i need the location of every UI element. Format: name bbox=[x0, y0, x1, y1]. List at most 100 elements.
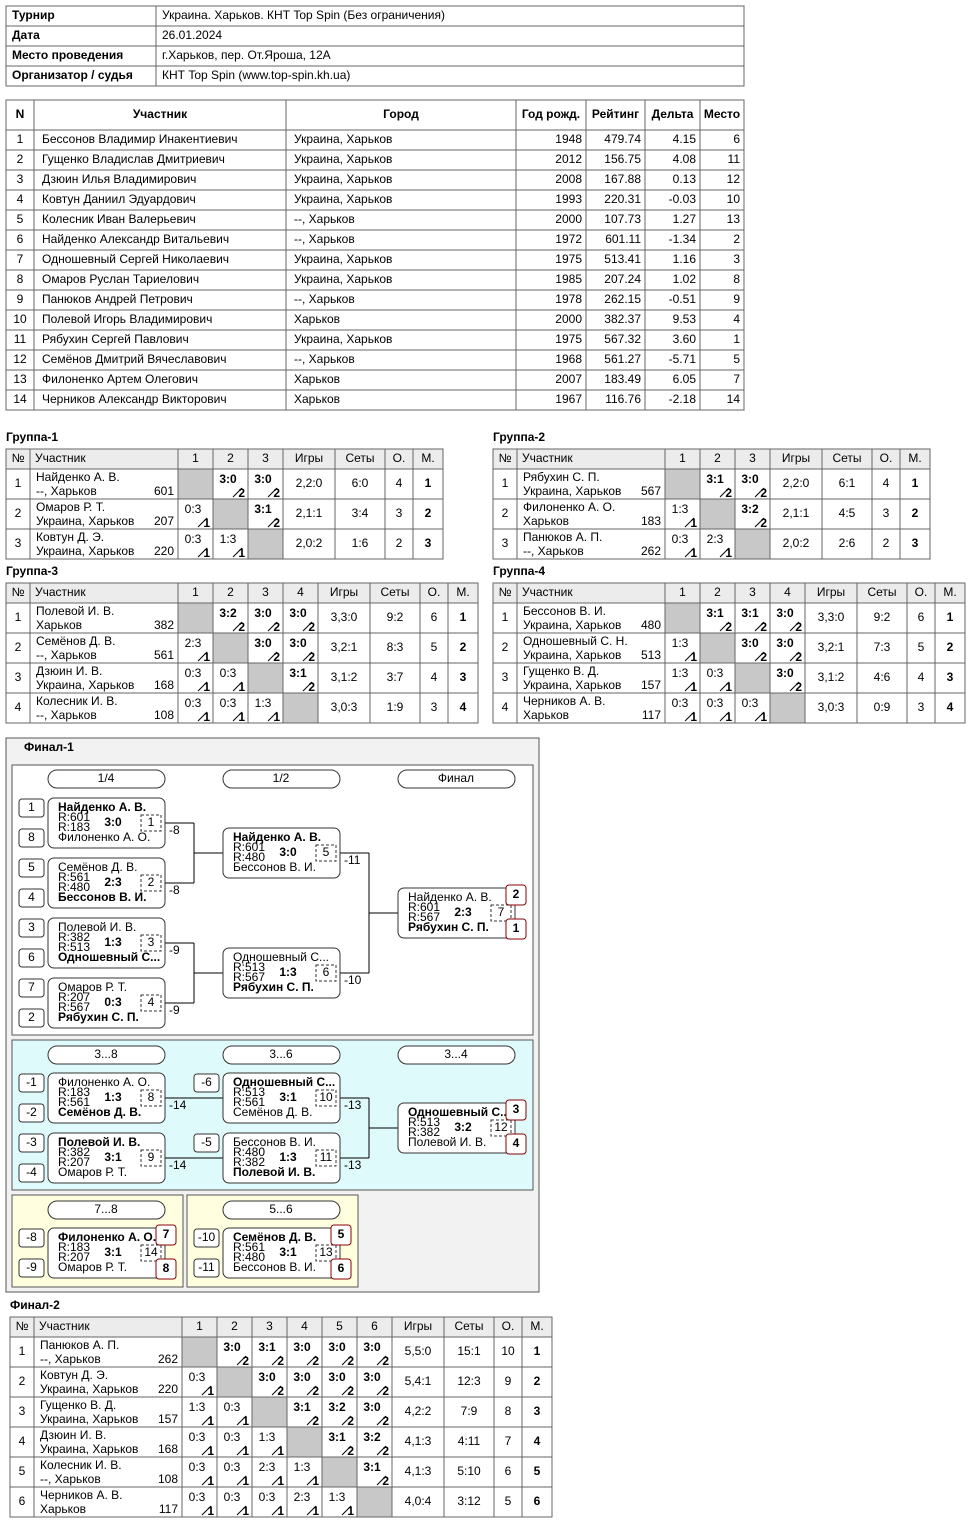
cell bbox=[369, 632, 421, 664]
participant-field: Украина, Харьков bbox=[294, 152, 392, 166]
player-name: Черников А. В. bbox=[40, 1488, 122, 1502]
score: 0:3 bbox=[672, 696, 689, 710]
player-rating: 561 bbox=[154, 648, 174, 662]
row-number: 2 bbox=[502, 506, 509, 520]
player-name: Бессонов В. И. bbox=[523, 604, 606, 618]
cell bbox=[804, 692, 858, 724]
cell bbox=[29, 692, 179, 724]
score-slash bbox=[684, 547, 695, 558]
place-box bbox=[505, 918, 527, 940]
participant-field: 7 bbox=[17, 252, 24, 266]
final-place: 3 bbox=[513, 1102, 520, 1116]
header: 2 bbox=[714, 585, 721, 599]
player-name: Семёнов Д. В. bbox=[58, 860, 137, 874]
round-label-box bbox=[47, 1045, 166, 1065]
participant-field: 1 bbox=[17, 132, 24, 146]
participant-field: 4.08 bbox=[673, 152, 697, 166]
cell bbox=[286, 1486, 323, 1518]
match-box bbox=[222, 1132, 341, 1184]
header: Сеты bbox=[380, 585, 409, 599]
match-points: 1 bbox=[242, 1444, 249, 1458]
points: 4 bbox=[396, 476, 403, 490]
participant-field: 11 bbox=[728, 152, 741, 166]
match-number: 4 bbox=[148, 995, 155, 1009]
sets: 7:3 bbox=[874, 640, 891, 654]
score-slash bbox=[719, 681, 730, 692]
participant-field: Семёнов Дмитрий Вячеславович bbox=[42, 352, 226, 366]
participant-field: 2 bbox=[17, 152, 24, 166]
sets: 1:9 bbox=[387, 700, 404, 714]
player-rating: 480 bbox=[641, 618, 661, 632]
loser-target: -14 bbox=[169, 1098, 187, 1112]
participant-field: 11 bbox=[14, 332, 27, 346]
score-slash bbox=[754, 651, 765, 662]
score-slash bbox=[754, 517, 765, 528]
place: 4 bbox=[534, 1434, 541, 1448]
match-number: 5 bbox=[323, 845, 330, 859]
player-city: --, Харьков bbox=[36, 484, 97, 498]
score-slash bbox=[267, 621, 278, 632]
match-number-box bbox=[140, 874, 162, 892]
cell bbox=[282, 468, 336, 500]
participant-field: 2000 bbox=[555, 312, 582, 326]
header: 1 bbox=[679, 451, 686, 465]
cell bbox=[177, 528, 214, 560]
match-points: 1 bbox=[238, 680, 245, 694]
cell bbox=[247, 662, 284, 694]
match-number-box bbox=[315, 844, 337, 862]
score-slash bbox=[197, 547, 208, 558]
score: 3:0 bbox=[741, 472, 759, 486]
row-number: 1 bbox=[502, 476, 509, 490]
player-name: Омаров Р. Т. bbox=[36, 500, 105, 514]
cell bbox=[334, 498, 386, 530]
header: 3 bbox=[262, 585, 269, 599]
player-name: Рябухин С. П. bbox=[233, 980, 314, 994]
player-rating: R:207 bbox=[58, 990, 90, 1004]
participant-field: 183.49 bbox=[604, 372, 641, 386]
match-points: 1 bbox=[725, 546, 732, 560]
cell bbox=[769, 498, 823, 530]
header: 4 bbox=[301, 1319, 308, 1333]
games: 3,3:0 bbox=[331, 610, 358, 624]
header: Сеты bbox=[345, 451, 374, 465]
seed-box bbox=[193, 1258, 220, 1278]
participant-field: 1948 bbox=[555, 132, 582, 146]
score: 0:3 bbox=[220, 696, 237, 710]
loser-target: -14 bbox=[169, 1158, 187, 1172]
seed: 2 bbox=[28, 1010, 35, 1024]
sets: 4:11 bbox=[458, 1434, 481, 1448]
row-number: 3 bbox=[19, 1404, 26, 1418]
cell bbox=[856, 602, 908, 634]
cell bbox=[317, 662, 371, 694]
seed: 1 bbox=[28, 800, 35, 814]
header: 3 bbox=[262, 451, 269, 465]
points: 2 bbox=[883, 536, 890, 550]
player-city: Украина, Харьков bbox=[40, 1442, 138, 1456]
seed: 7 bbox=[28, 980, 35, 994]
games: 3,1:2 bbox=[818, 670, 845, 684]
player-name: Семёнов Д. В. bbox=[233, 1230, 316, 1244]
score: 3:0 bbox=[223, 1340, 241, 1354]
participant-field: Полевой Игорь Владимирович bbox=[42, 312, 212, 326]
match-number-box bbox=[315, 964, 337, 982]
games: 4,1:3 bbox=[405, 1464, 432, 1478]
seed: -8 bbox=[26, 1230, 37, 1244]
cell bbox=[321, 1486, 358, 1518]
cell bbox=[412, 528, 444, 560]
table-title: Группа-1 bbox=[6, 430, 58, 444]
score-slash bbox=[376, 1445, 387, 1456]
games: 2,2:0 bbox=[783, 476, 810, 490]
player-name: Рябухин С. П. bbox=[523, 470, 600, 484]
score-slash bbox=[232, 711, 243, 722]
cell bbox=[33, 1486, 183, 1518]
match-points: 2 bbox=[795, 680, 802, 694]
header: 1 bbox=[192, 451, 199, 465]
match-points: 2 bbox=[382, 1474, 389, 1488]
cell bbox=[769, 468, 823, 500]
score: 0:3 bbox=[707, 666, 724, 680]
player-rating: 117 bbox=[642, 708, 661, 722]
cell bbox=[321, 1426, 358, 1458]
player-name: Колесник И. В. bbox=[36, 694, 118, 708]
score: 0:3 bbox=[185, 502, 202, 516]
cell bbox=[821, 498, 873, 530]
